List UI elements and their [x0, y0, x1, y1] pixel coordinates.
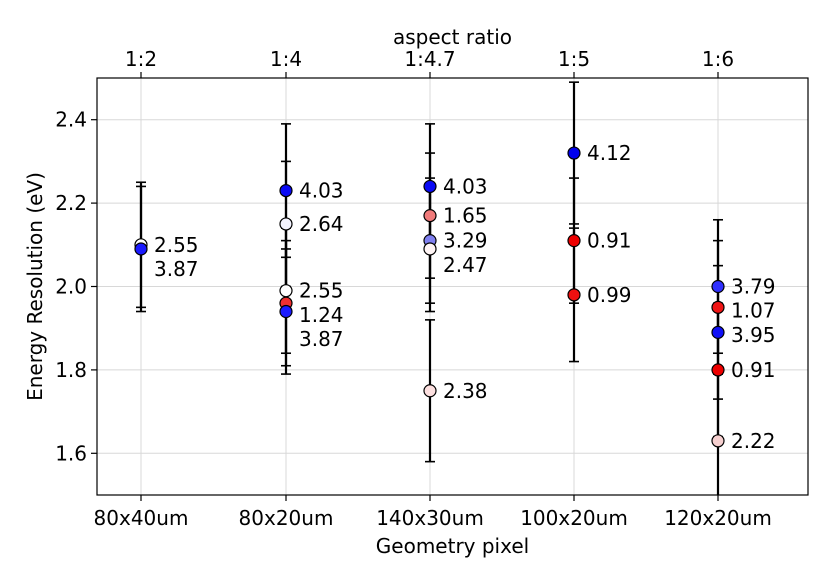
data-point-label: 3.95: [731, 323, 776, 347]
x-tick-label: 100x20um: [520, 506, 628, 530]
data-point: [567, 146, 581, 160]
data-point: [711, 279, 725, 294]
x-axis-ticks: 80x40um 80x20um 140x30um 100x20um 120x20um: [94, 495, 772, 530]
data-points: [134, 146, 725, 448]
data-point: [134, 242, 148, 256]
data-point: [711, 325, 725, 339]
x-tick-label: 80x40um: [94, 506, 189, 530]
x-tick-label: 140x30um: [376, 506, 484, 530]
data-point-label: 3.79: [731, 275, 776, 299]
data-point: [423, 179, 437, 194]
top-tick-label: 1:2: [125, 47, 157, 71]
y-tick-label: 2.0: [55, 275, 87, 299]
data-point-label: 0.99: [587, 283, 632, 307]
data-point-label: 3.87: [299, 327, 344, 351]
top-axis-title: aspect ratio: [393, 25, 512, 49]
data-labels: 2.553.874.032.642.551.243.874.031.653.29…: [154, 141, 776, 453]
y-tick-label: 2.2: [55, 191, 87, 215]
y-axis-title: Energy Resolution (eV): [23, 172, 47, 401]
data-point-label: 3.87: [154, 257, 199, 281]
data-point: [711, 300, 725, 314]
data-point-label: 1.07: [731, 299, 776, 323]
data-point-label: 3.29: [443, 229, 488, 253]
y-axis-ticks: 1.6 1.8 2.0 2.2 2.4: [55, 108, 97, 465]
data-point-label: 4.03: [443, 174, 488, 198]
top-axis-ticks: 1:2 1:4 1:4.7 1:5 1:6: [125, 47, 734, 78]
top-tick-label: 1:4.7: [404, 47, 455, 71]
top-tick-label: 1:6: [702, 47, 734, 71]
data-point-label: 2.47: [443, 253, 488, 277]
data-point-label: 2.22: [731, 429, 776, 453]
data-point: [423, 209, 437, 223]
data-point-label: 0.91: [731, 358, 776, 382]
data-point-label: 1.24: [299, 303, 344, 327]
x-tick-label: 120x20um: [664, 506, 772, 530]
data-point: [567, 288, 581, 302]
data-point: [423, 384, 437, 398]
error-bars: [136, 81, 723, 495]
top-tick-label: 1:4: [270, 47, 302, 71]
x-axis-title: Geometry pixel: [376, 534, 529, 558]
data-point-label: 4.12: [587, 141, 632, 165]
x-tick-label: 80x20um: [239, 506, 334, 530]
data-point-label: 2.38: [443, 379, 488, 403]
data-point-label: 1.65: [443, 204, 488, 228]
top-tick-label: 1:5: [558, 47, 590, 71]
data-point: [279, 217, 293, 231]
y-tick-label: 1.8: [55, 358, 87, 382]
y-tick-label: 2.4: [55, 108, 87, 132]
data-point: [711, 363, 725, 377]
data-point: [711, 434, 725, 448]
data-point: [279, 284, 293, 298]
data-point: [567, 234, 581, 248]
data-point-label: 2.55: [299, 279, 344, 303]
data-point: [279, 183, 293, 198]
data-point-label: 4.03: [299, 179, 344, 203]
data-point: [423, 242, 437, 256]
data-point: [279, 304, 293, 319]
grid: [97, 78, 808, 495]
data-point-label: 2.64: [299, 212, 344, 236]
y-tick-label: 1.6: [55, 441, 87, 465]
data-point-label: 2.55: [154, 233, 199, 257]
data-point-label: 0.91: [587, 229, 632, 253]
